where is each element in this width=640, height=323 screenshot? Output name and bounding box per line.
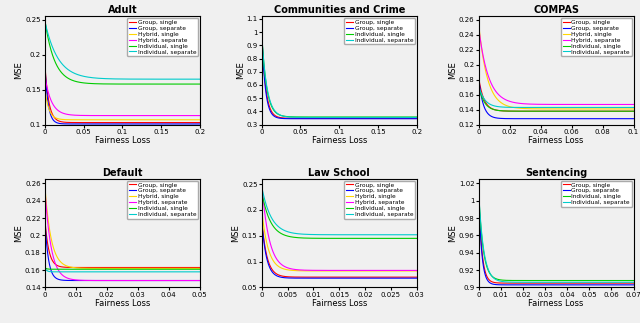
X-axis label: Fairness Loss: Fairness Loss (529, 136, 584, 145)
Legend: Group, single, Group, separate, Individual, single, Individual, separate: Group, single, Group, separate, Individu… (561, 181, 632, 207)
X-axis label: Fairness Loss: Fairness Loss (529, 299, 584, 308)
X-axis label: Fairness Loss: Fairness Loss (312, 136, 367, 145)
Legend: Group, single, Group, separate, Hybrid, single, Hybrid, separate, Individual, si: Group, single, Group, separate, Hybrid, … (127, 18, 198, 56)
Legend: Group, single, Group, separate, Hybrid, single, Hybrid, separate, Individual, si: Group, single, Group, separate, Hybrid, … (344, 181, 415, 219)
Title: Communities and Crime: Communities and Crime (273, 5, 405, 16)
Title: Adult: Adult (108, 5, 137, 16)
Title: Sentencing: Sentencing (525, 168, 588, 178)
Title: Default: Default (102, 168, 143, 178)
Legend: Group, single, Group, separate, Hybrid, single, Hybrid, separate, Individual, si: Group, single, Group, separate, Hybrid, … (561, 18, 632, 56)
Y-axis label: MSE: MSE (449, 224, 458, 242)
Y-axis label: MSE: MSE (449, 62, 458, 79)
X-axis label: Fairness Loss: Fairness Loss (312, 299, 367, 308)
X-axis label: Fairness Loss: Fairness Loss (95, 136, 150, 145)
Title: Law School: Law School (308, 168, 370, 178)
Legend: Group, single, Group, separate, Hybrid, single, Hybrid, separate, Individual, si: Group, single, Group, separate, Hybrid, … (127, 181, 198, 219)
X-axis label: Fairness Loss: Fairness Loss (95, 299, 150, 308)
Y-axis label: MSE: MSE (15, 62, 24, 79)
Y-axis label: MSE: MSE (232, 224, 241, 242)
Y-axis label: MSE: MSE (236, 62, 245, 79)
Y-axis label: MSE: MSE (15, 224, 24, 242)
Title: COMPAS: COMPAS (533, 5, 579, 16)
Legend: Group, single, Group, separate, Individual, single, Individual, separate: Group, single, Group, separate, Individu… (344, 18, 415, 44)
